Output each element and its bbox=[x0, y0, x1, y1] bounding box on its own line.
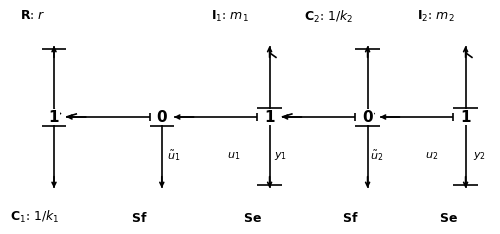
Text: $\mathbf{C}_2$: $1/k_2$: $\mathbf{C}_2$: $1/k_2$ bbox=[304, 9, 354, 25]
Text: 1: 1 bbox=[460, 110, 471, 124]
Text: $\mathbf{C}_1$: $1/k_1$: $\mathbf{C}_1$: $1/k_1$ bbox=[10, 209, 59, 225]
Text: 1: 1 bbox=[264, 110, 275, 124]
Text: 0: 0 bbox=[156, 110, 167, 124]
Text: $\mathbf{Se}$: $\mathbf{Se}$ bbox=[243, 212, 262, 225]
Text: $\mathbf{Sf}$: $\mathbf{Sf}$ bbox=[132, 211, 148, 225]
Text: $\mathbf{R}$: $r$: $\mathbf{R}$: $r$ bbox=[20, 9, 46, 22]
Text: $y_1$: $y_1$ bbox=[274, 150, 287, 162]
Text: 0: 0 bbox=[362, 110, 373, 124]
Text: $\mathbf{Sf}$: $\mathbf{Sf}$ bbox=[342, 211, 358, 225]
Text: $y_2$: $y_2$ bbox=[473, 150, 486, 162]
Text: $u_2$: $u_2$ bbox=[426, 150, 438, 162]
Text: $\mathbf{I}_2$: $m_2$: $\mathbf{I}_2$: $m_2$ bbox=[416, 9, 455, 24]
Text: $u_1$: $u_1$ bbox=[227, 150, 240, 162]
Text: $\tilde{u}_1$: $\tilde{u}_1$ bbox=[166, 149, 180, 163]
Text: 1: 1 bbox=[49, 110, 59, 124]
Text: $\tilde{u}_2$: $\tilde{u}_2$ bbox=[370, 149, 384, 163]
Text: $\mathbf{Se}$: $\mathbf{Se}$ bbox=[439, 212, 458, 225]
Text: $\mathbf{I}_1$: $m_1$: $\mathbf{I}_1$: $m_1$ bbox=[211, 9, 248, 24]
